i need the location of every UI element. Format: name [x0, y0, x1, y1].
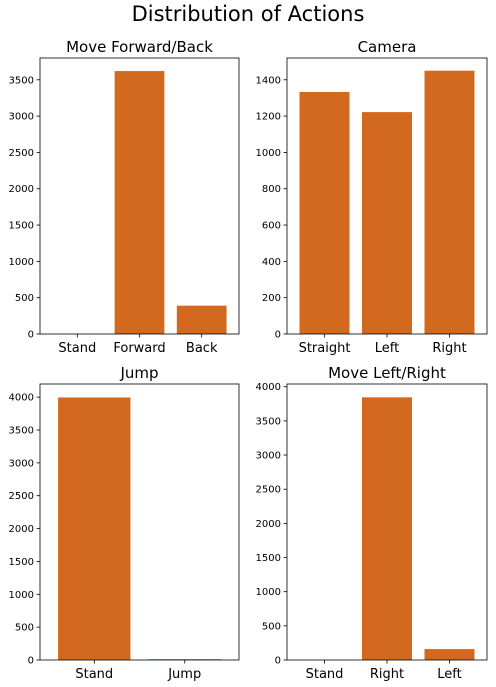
- y-tick-label: 1500: [256, 553, 281, 564]
- y-tick-label: 3000: [256, 451, 281, 462]
- subplot-title: Camera: [358, 38, 417, 56]
- y-tick-label: 1000: [9, 257, 34, 268]
- x-tick-label-stand: Stand: [58, 341, 96, 356]
- bar-left: [362, 112, 412, 334]
- y-tick-label: 500: [15, 293, 34, 304]
- y-tick-label: 1000: [9, 590, 34, 601]
- y-tick-label: 2500: [256, 485, 281, 496]
- bar-straight: [299, 91, 350, 334]
- y-tick-label: 400: [262, 257, 281, 268]
- y-tick-label: 1000: [256, 587, 281, 598]
- subplot-camera: 0 200 400 600 800 1000 1200 1400 Straight Left Rig…: [256, 38, 488, 356]
- bar-right: [362, 397, 412, 660]
- subplot-title: Jump: [119, 364, 158, 382]
- subplot-jump: 0 500 1000 1500 2000 2500 3000 3500 4000 Stand Jum…: [9, 364, 240, 682]
- y-tick-label: 2500: [9, 148, 34, 159]
- y-tick-label: 1400: [256, 75, 281, 86]
- x-tick-label-stand: Stand: [306, 667, 344, 682]
- y-tick-label: 0: [28, 330, 34, 341]
- x-tick-label-jump: Jump: [167, 667, 201, 682]
- x-tick-label-left: Left: [437, 667, 461, 682]
- y-tick-label: 2000: [9, 524, 34, 535]
- y-tick-label: 2000: [256, 519, 281, 530]
- x-tick-label-right: Right: [370, 667, 404, 682]
- subplot-title: Move Left/Right: [328, 364, 446, 382]
- y-tick-label: 4000: [9, 393, 34, 404]
- subplot-move-forward-back: 0 500 1000 1500 2000 2500 3000 3500 Stand Forward…: [9, 38, 240, 356]
- y-tick-label: 600: [262, 221, 281, 232]
- bar-back: [176, 305, 227, 334]
- figure-title: Distribution of Actions: [131, 2, 365, 26]
- y-tick-label: 0: [275, 656, 281, 667]
- y-tick-label: 200: [262, 293, 281, 304]
- x-tick-label-left: Left: [375, 341, 399, 356]
- x-tick-label-right: Right: [432, 341, 466, 356]
- y-tick-label: 0: [28, 656, 34, 667]
- bar-left: [424, 649, 475, 660]
- y-tick-label: 500: [15, 623, 34, 634]
- y-tick-label: 3000: [9, 458, 34, 469]
- bar-stand: [58, 397, 131, 660]
- y-tick-label: 4000: [256, 382, 281, 393]
- bar-forward: [114, 71, 165, 335]
- y-tick-label: 1500: [9, 557, 34, 568]
- y-tick-label: 3500: [256, 416, 281, 427]
- y-tick-label: 3500: [9, 426, 34, 437]
- bar-right: [424, 70, 475, 335]
- axes-frame: [39, 383, 240, 661]
- y-tick-label: 2500: [9, 491, 34, 502]
- y-tick-label: 800: [262, 184, 281, 195]
- y-tick-label: 0: [275, 330, 281, 341]
- x-tick-label-forward: Forward: [113, 341, 165, 356]
- x-tick-label-back: Back: [186, 341, 218, 356]
- x-tick-label-stand: Stand: [75, 667, 113, 682]
- y-tick-label: 3500: [9, 75, 34, 86]
- y-tick-label: 500: [262, 621, 281, 632]
- y-tick-label: 3000: [9, 112, 34, 123]
- y-tick-label: 2000: [9, 184, 34, 195]
- subplot-move-left-right: 0 500 1000 1500 2000 2500 3000 3500 4000 Stand Rig…: [256, 364, 488, 682]
- y-tick-label: 1200: [256, 112, 281, 123]
- subplot-title: Move Forward/Back: [66, 38, 213, 56]
- y-tick-label: 1000: [256, 148, 281, 159]
- x-tick-label-straight: Straight: [299, 341, 351, 356]
- y-tick-label: 1500: [9, 221, 34, 232]
